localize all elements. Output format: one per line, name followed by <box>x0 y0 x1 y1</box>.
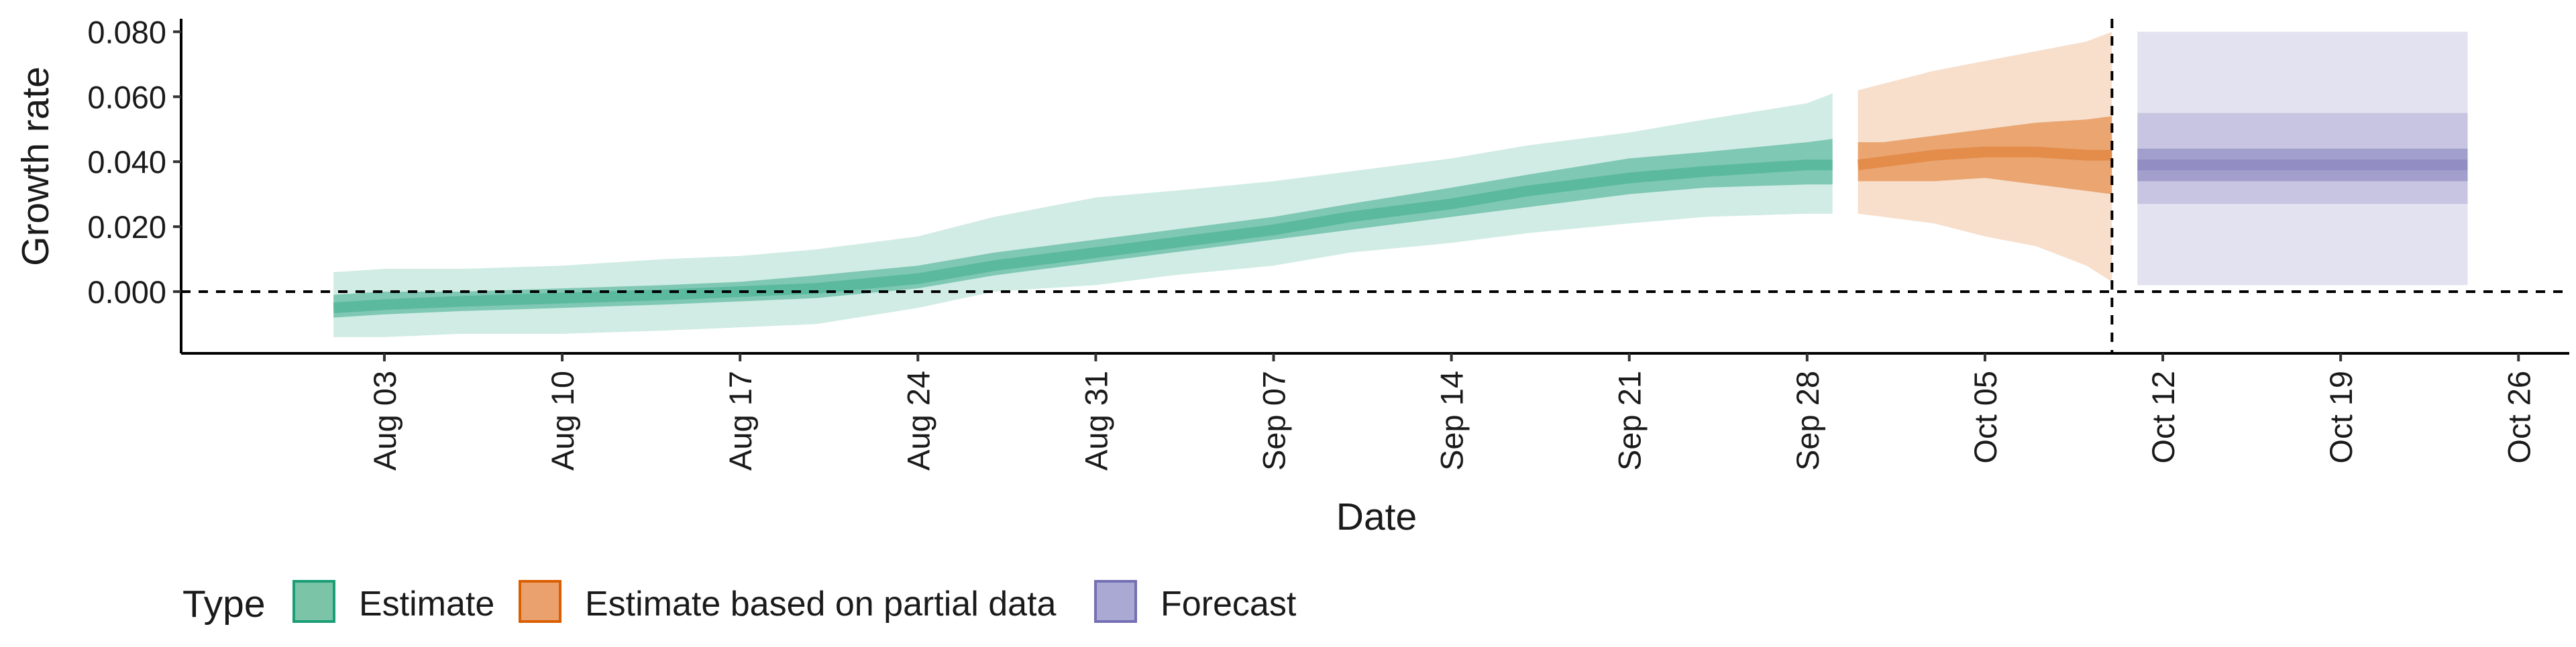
x-tick-label: Sep 14 <box>1434 371 1470 471</box>
legend-label-estimate-based-on-partial-data: Estimate based on partial data <box>585 585 1057 624</box>
x-tick-label: Aug 17 <box>722 371 758 471</box>
legend-swatch-forecast <box>1094 580 1137 623</box>
y-tick-label: 0.080 <box>87 14 166 50</box>
x-tick-label: Oct 19 <box>2323 371 2359 463</box>
forecast-inner-band <box>2137 148 2468 182</box>
estimate-inner-band <box>333 139 1833 318</box>
x-tick-label: Aug 31 <box>1078 371 1114 471</box>
x-tick-label: Aug 24 <box>900 371 936 471</box>
legend: Type Estimate Estimate based on partial d… <box>182 580 1297 626</box>
y-tick-label: 0.040 <box>87 144 166 180</box>
uncertainty-bands <box>333 32 2468 337</box>
legend-swatch-estimate <box>292 580 335 623</box>
y-axis-ticks: 0.000 0.020 0.040 0.060 0.080 <box>87 14 181 310</box>
x-tick-label: Oct 12 <box>2145 371 2181 463</box>
x-tick-label: Oct 05 <box>1968 371 2003 463</box>
forecast-middle-band <box>2137 113 2468 204</box>
estimate-based-on-partial-data-outer-band <box>1858 32 2112 282</box>
x-axis-ticks: Aug 03 Aug 10 Aug 17 Aug 24 Aug 31 Sep 07 Sep … <box>367 353 2536 471</box>
estimate-outer-band <box>333 93 1833 337</box>
x-tick-label: Sep 07 <box>1256 371 1292 471</box>
legend-title: Type <box>182 583 266 626</box>
reference-lines <box>181 19 2569 353</box>
legend-swatch-estimate-based-on-partial-data <box>519 580 561 623</box>
x-axis-title: Date <box>1336 495 1417 538</box>
forecast-outer-band <box>2137 32 2468 286</box>
y-tick-label: 0.020 <box>87 209 166 245</box>
x-tick-label: Sep 21 <box>1612 371 1648 471</box>
estimate-median-line <box>333 160 1833 314</box>
x-tick-label: Oct 26 <box>2501 371 2536 463</box>
y-axis-title: Growth rate <box>14 66 57 266</box>
legend-label-forecast: Forecast <box>1161 585 1297 624</box>
median-lines <box>333 146 2468 314</box>
x-tick-label: Aug 03 <box>367 371 402 471</box>
x-tick-label: Aug 10 <box>545 371 580 471</box>
x-tick-label: Sep 28 <box>1790 371 1825 471</box>
y-tick-label: 0.060 <box>87 79 166 115</box>
axes <box>180 19 2569 355</box>
estimate-based-on-partial-data-median-line <box>1857 146 2112 170</box>
legend-label-estimate: Estimate <box>359 585 494 624</box>
estimate-based-on-partial-data-inner-band <box>1858 116 2112 194</box>
y-tick-label: 0.000 <box>87 274 166 310</box>
